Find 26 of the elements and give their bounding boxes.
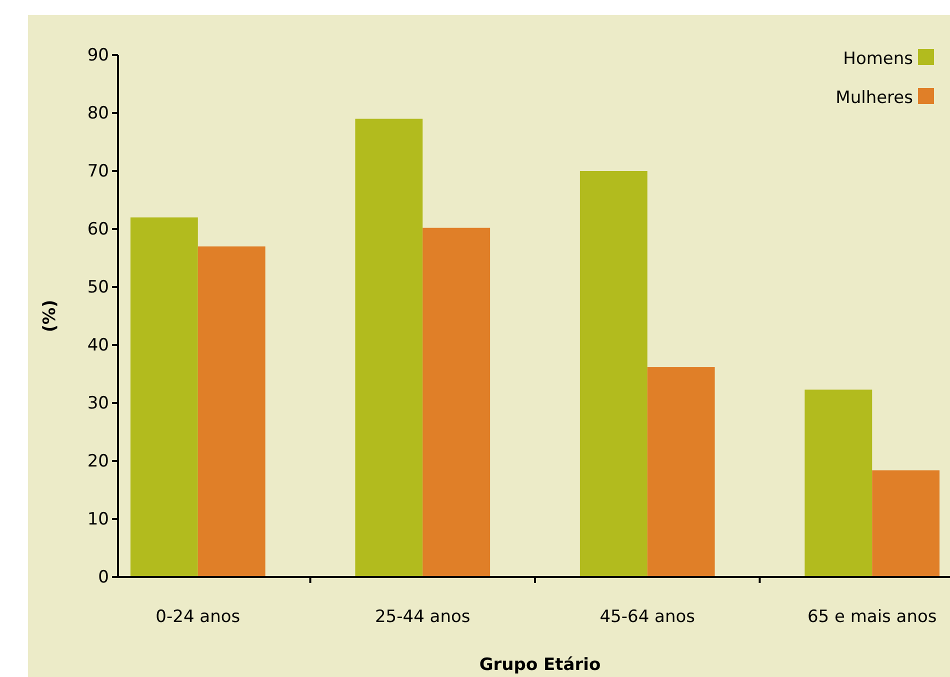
y-tick-label: 10 [87,509,109,530]
bar [804,390,872,577]
y-axis-title: (%) [40,300,60,332]
y-tick-label: 40 [87,335,109,356]
x-tick-label: 0-24 anos [156,607,240,627]
y-tick-label: 90 [87,45,109,66]
y-tick-label: 30 [87,393,109,414]
bar [130,217,198,577]
bar [355,118,423,577]
legend-label: Mulheres [836,88,914,108]
legend-label: Homens [843,49,914,69]
x-tick-label: 65 e mais anos [807,607,937,627]
bar [872,470,940,577]
x-tick-label: 25-44 anos [375,607,470,627]
x-tick-label: 45-64 anos [600,607,696,627]
bar [647,367,715,577]
bar [422,228,490,577]
bar [580,171,648,577]
x-axis-title: Grupo Etário [479,655,601,675]
y-tick-label: 50 [87,277,109,298]
y-tick-label: 60 [87,219,109,240]
y-tick-label: 80 [87,103,109,124]
bar [198,246,266,577]
y-tick-label: 20 [87,451,109,472]
y-tick-label: 70 [87,161,109,182]
y-tick-label: 0 [98,567,109,588]
